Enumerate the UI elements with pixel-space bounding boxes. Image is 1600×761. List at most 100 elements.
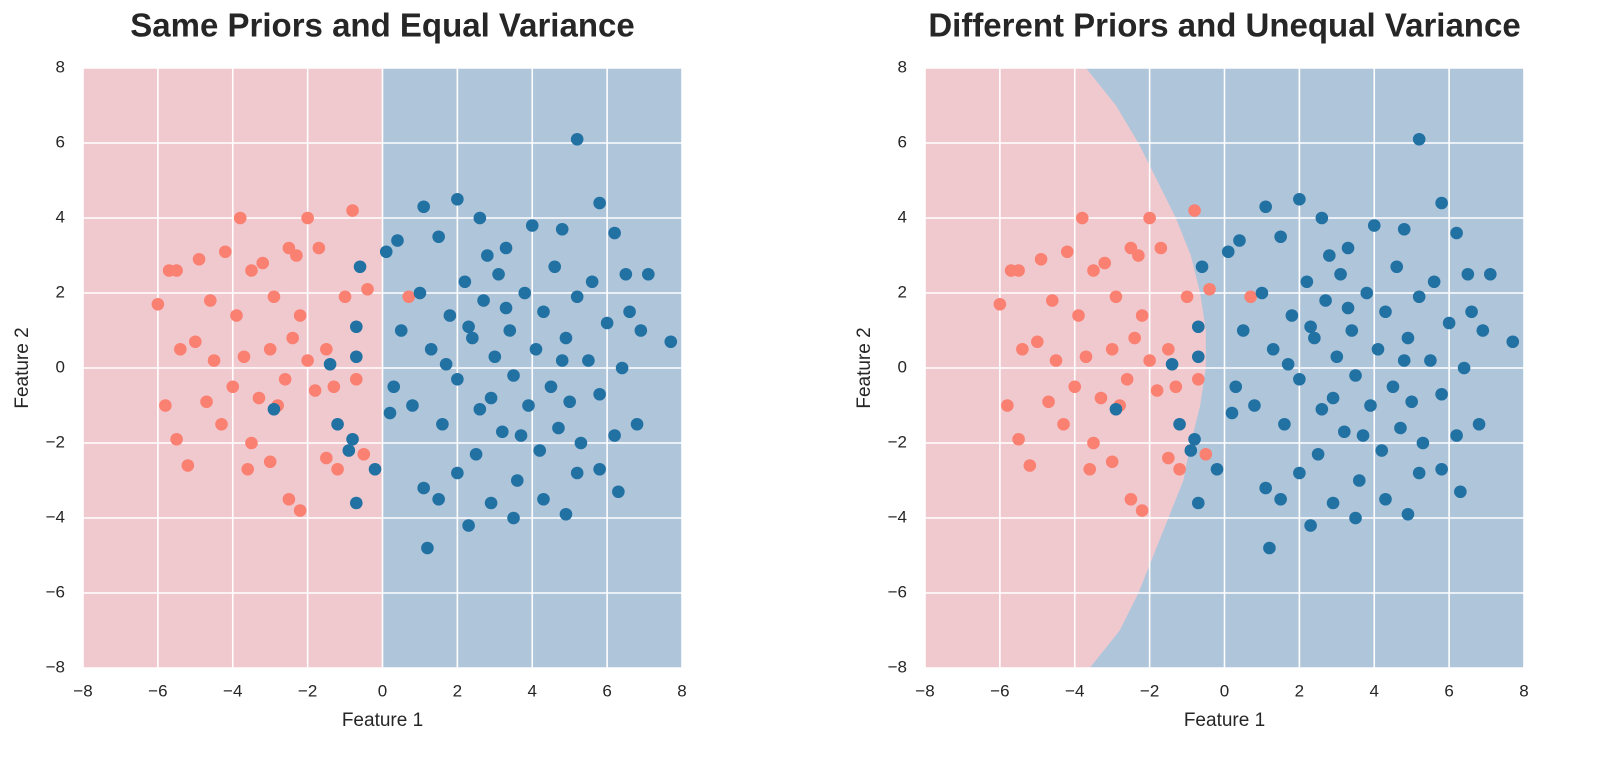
point xyxy=(233,211,247,225)
point xyxy=(574,436,588,450)
point xyxy=(570,466,584,480)
point xyxy=(1191,320,1205,334)
point xyxy=(1135,504,1149,517)
point xyxy=(533,444,547,457)
x-tick-label: 0 xyxy=(1220,681,1229,700)
point xyxy=(492,267,505,281)
y-tick-label: −8 xyxy=(888,657,907,676)
point xyxy=(432,230,445,244)
point xyxy=(484,391,498,405)
point xyxy=(1109,290,1123,304)
point xyxy=(349,350,363,364)
point xyxy=(331,417,344,431)
point xyxy=(391,234,404,247)
y-tick-label: 2 xyxy=(56,282,65,301)
point xyxy=(1364,399,1377,412)
point xyxy=(612,485,625,499)
point xyxy=(1371,342,1385,356)
x-tick-label: 8 xyxy=(1519,681,1528,700)
point xyxy=(1397,222,1411,236)
point xyxy=(458,275,472,289)
point xyxy=(484,496,498,510)
point xyxy=(1165,357,1179,371)
subplot: −8 −6 −4 −2 0 2 4 6 8 −8 −6 −4 −2 0 2 4 6 8 Same Priors an… xyxy=(12,7,687,731)
point xyxy=(443,309,457,322)
point xyxy=(1094,391,1108,405)
point xyxy=(1188,204,1201,217)
x-tick-label: −6 xyxy=(990,681,1009,700)
point xyxy=(1435,387,1448,401)
point xyxy=(379,245,393,259)
point xyxy=(1012,264,1025,277)
point xyxy=(170,264,183,277)
point xyxy=(634,324,648,337)
point xyxy=(301,354,314,367)
point xyxy=(241,462,255,476)
point xyxy=(383,406,397,420)
point xyxy=(1304,320,1317,334)
point xyxy=(1401,507,1415,521)
point xyxy=(1079,350,1093,364)
point xyxy=(462,519,475,532)
point xyxy=(1105,455,1119,469)
point xyxy=(993,297,1007,311)
point xyxy=(320,342,333,356)
point xyxy=(1293,466,1306,480)
point xyxy=(402,290,416,304)
point xyxy=(1255,286,1269,300)
point xyxy=(1154,241,1168,255)
point xyxy=(256,256,270,270)
point xyxy=(215,417,228,431)
point xyxy=(1308,331,1321,345)
point xyxy=(623,305,636,319)
point xyxy=(559,331,573,345)
point xyxy=(1330,350,1344,364)
y-tick-label: 6 xyxy=(56,132,65,151)
point xyxy=(1259,481,1272,495)
point xyxy=(192,252,206,266)
point xyxy=(1057,417,1070,431)
point xyxy=(1169,380,1183,394)
point xyxy=(1319,294,1332,307)
point xyxy=(499,241,513,255)
point xyxy=(421,541,434,555)
point xyxy=(1300,275,1314,289)
point xyxy=(245,264,258,277)
point xyxy=(1188,432,1201,446)
point xyxy=(1472,417,1486,431)
point xyxy=(349,320,363,334)
point xyxy=(436,417,449,431)
point xyxy=(1225,406,1239,420)
point xyxy=(1012,432,1025,446)
point xyxy=(1435,462,1448,476)
point xyxy=(293,504,307,517)
point xyxy=(1293,372,1306,386)
x-tick-label: −6 xyxy=(148,681,167,700)
y-tick-label: 6 xyxy=(898,132,907,151)
point xyxy=(1173,462,1186,476)
point xyxy=(1120,372,1134,386)
point xyxy=(1341,241,1355,255)
point xyxy=(1401,331,1415,345)
point xyxy=(368,462,382,476)
point xyxy=(1476,324,1490,337)
point xyxy=(1465,305,1478,319)
point xyxy=(1367,219,1381,232)
point xyxy=(537,492,550,506)
chart-title: Same Priors and Equal Variance xyxy=(130,7,634,44)
point xyxy=(237,350,251,364)
point xyxy=(1042,395,1055,409)
point xyxy=(1412,290,1426,304)
point xyxy=(499,301,513,315)
point xyxy=(1360,286,1374,300)
point xyxy=(1199,447,1213,461)
point xyxy=(308,384,322,397)
x-tick-label: 0 xyxy=(378,681,387,700)
point xyxy=(394,324,408,337)
point xyxy=(1311,447,1325,461)
point xyxy=(481,249,494,262)
y-tick-label: 2 xyxy=(898,282,907,301)
point xyxy=(252,391,266,405)
